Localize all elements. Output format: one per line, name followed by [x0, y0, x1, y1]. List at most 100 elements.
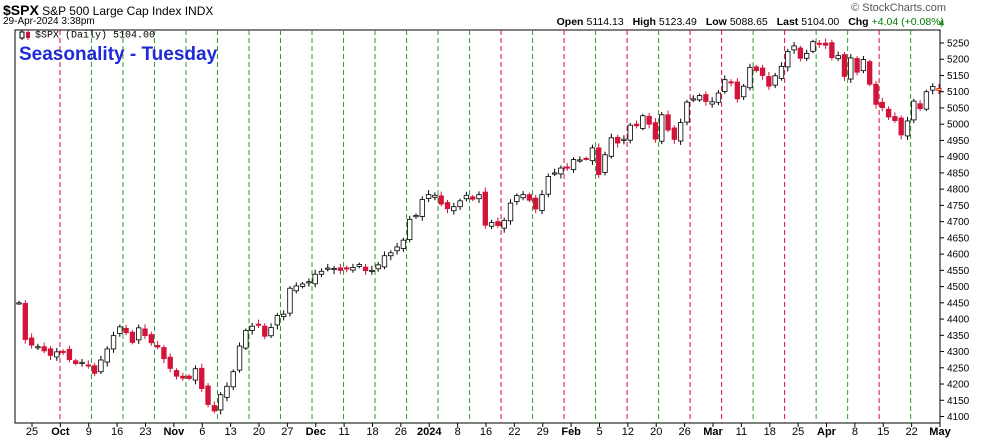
x-tick-label: 26 [679, 426, 691, 438]
candle-body [747, 66, 753, 89]
x-tick-label: 18 [764, 426, 776, 438]
candle-body [936, 88, 942, 91]
candle-body [848, 57, 854, 80]
candle-body [577, 159, 583, 162]
candle-body [507, 202, 514, 222]
candle-body [533, 197, 539, 210]
y-tick-label: 5150 [947, 71, 970, 82]
candle-body [293, 285, 299, 292]
y-tick-label: 4200 [947, 380, 970, 391]
y-tick-label: 4350 [947, 331, 970, 342]
candle-body [325, 267, 331, 270]
candle-body [690, 98, 696, 101]
open-label: Open [556, 16, 584, 28]
candle-body [810, 41, 816, 52]
candle-body [822, 42, 829, 46]
candle-body [797, 47, 804, 59]
candle-body [684, 101, 690, 123]
y-tick-label: 4950 [947, 136, 970, 147]
candle-body [596, 147, 602, 175]
candle-body [564, 166, 570, 169]
legend-candle-icon [18, 30, 32, 40]
x-tick-label: Feb [561, 426, 581, 438]
candle-body [388, 252, 394, 257]
candle-body [488, 222, 495, 227]
y-tick-label: 4400 [947, 315, 970, 326]
candle-body [835, 55, 841, 60]
chart-title-line: $SPX S&P 500 Large Cap Index INDX [3, 2, 213, 18]
candle-body [369, 269, 375, 272]
candle-body [268, 327, 274, 337]
candle-body [633, 123, 640, 127]
candle-body [917, 103, 923, 109]
candle-body [262, 325, 268, 337]
candle-body [640, 115, 646, 129]
y-tick-label: 4550 [947, 266, 970, 277]
candle-body [589, 147, 596, 162]
candle-body [344, 267, 350, 270]
y-tick-label: 5050 [947, 103, 970, 114]
candle-body [785, 51, 791, 68]
candle-body [375, 264, 381, 270]
candle-body [123, 328, 129, 334]
candle-body [211, 405, 218, 412]
candle-body [117, 326, 123, 334]
candle-body [728, 81, 734, 84]
up-triangle-icon: ▲ [937, 17, 946, 27]
x-tick-label: 2024 [417, 426, 442, 438]
candle-body [167, 356, 173, 369]
candle-body [627, 124, 633, 141]
x-tick-label: Apr [817, 426, 837, 438]
candle-body [110, 335, 117, 350]
candle-body [362, 266, 369, 272]
candle-body [224, 385, 230, 398]
brand-watermark: © StockCharts.com [851, 2, 946, 14]
candle-body [659, 114, 665, 142]
candle-body [734, 81, 741, 100]
index-name: S&P 500 Large Cap Index [42, 4, 182, 18]
candle-body [766, 76, 772, 87]
candle-body [66, 348, 73, 361]
candle-body [558, 167, 564, 175]
candle-body [482, 191, 488, 226]
candle-body [394, 246, 400, 252]
candle-body [829, 42, 835, 59]
candle-body [312, 273, 318, 285]
x-tick-label: 20 [253, 426, 265, 438]
candle-body [180, 375, 186, 379]
symbol: $SPX [3, 2, 39, 18]
overlay-title: Seasonality - Tuesday [19, 44, 218, 65]
x-tick-label: 15 [877, 426, 889, 438]
low-value: 5088.65 [729, 16, 768, 28]
candle-body [671, 127, 678, 140]
candle-body [230, 371, 236, 388]
x-tick-label: 25 [26, 426, 38, 438]
candle-body [129, 331, 136, 343]
candle-body [476, 194, 482, 200]
candle-body [274, 315, 281, 326]
x-tick-label: 22 [906, 426, 918, 438]
candle-body [911, 100, 917, 121]
candle-body [104, 348, 110, 363]
candle-body [759, 67, 766, 76]
candle-body [432, 194, 438, 198]
candle-body [854, 58, 860, 73]
candle-body [495, 221, 501, 226]
x-tick-label: 16 [111, 426, 123, 438]
x-tick-label: 11 [338, 426, 349, 438]
candle-body [47, 348, 54, 356]
high-label: High [632, 16, 656, 28]
candle-body [381, 255, 388, 268]
candle-body [306, 281, 312, 284]
candle-body [35, 346, 41, 349]
y-tick-label: 4150 [947, 396, 970, 407]
candle-body [287, 287, 293, 314]
candle-body [16, 302, 22, 305]
x-tick-label: 8 [852, 426, 858, 438]
chg-value: +4.04 (+0.08%) [871, 16, 944, 28]
x-tick-label: 29 [537, 426, 549, 438]
candle-body [898, 117, 904, 136]
candle-body [709, 101, 715, 105]
candle-body [199, 367, 205, 389]
